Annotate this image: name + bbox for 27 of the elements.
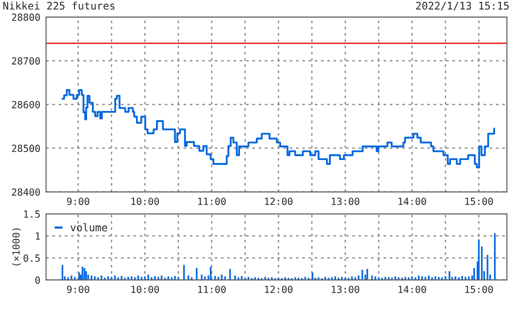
x-tick-label: 13:00 bbox=[332, 286, 360, 294]
chart-title: Nikkei 225 futures bbox=[3, 2, 114, 10]
x-tick-label: 15:00 bbox=[465, 198, 493, 206]
y-tick-label: 28800 bbox=[12, 14, 40, 21]
y-tick-label: 1.5 bbox=[24, 210, 40, 218]
text: 2022/1/13 15:15 bbox=[416, 2, 509, 10]
y-tick-label: 1 bbox=[36, 232, 40, 240]
y-tick-label: 0.5 bbox=[24, 254, 40, 262]
y-tick-label: 28400 bbox=[12, 188, 40, 196]
x-tick-label: 9:00 bbox=[67, 286, 90, 294]
y-tick-label: 28500 bbox=[12, 144, 40, 152]
x-tick-label: 10:00 bbox=[131, 286, 159, 294]
y-tick-label: 28600 bbox=[12, 100, 40, 108]
x-tick-label: 12:00 bbox=[265, 286, 292, 294]
x-tick-label: 10:00 bbox=[131, 198, 159, 206]
x-tick-label: 9:00 bbox=[67, 198, 90, 206]
y-axis-title: (×1000) bbox=[12, 228, 21, 266]
y-tick-label: 0 bbox=[35, 276, 40, 284]
x-tick-label: 15:00 bbox=[465, 286, 493, 294]
y-tick-label: 28700 bbox=[12, 57, 40, 65]
x-tick-label: 11:00 bbox=[198, 198, 226, 206]
x-tick-label: 14:00 bbox=[398, 286, 426, 294]
x-tick-label: 12:00 bbox=[265, 198, 292, 206]
x-tick-label: 11:00 bbox=[198, 286, 226, 294]
legend-label: volume bbox=[70, 223, 108, 232]
x-tick-label: 14:00 bbox=[398, 198, 426, 206]
x-tick-label: 13:00 bbox=[332, 198, 360, 206]
